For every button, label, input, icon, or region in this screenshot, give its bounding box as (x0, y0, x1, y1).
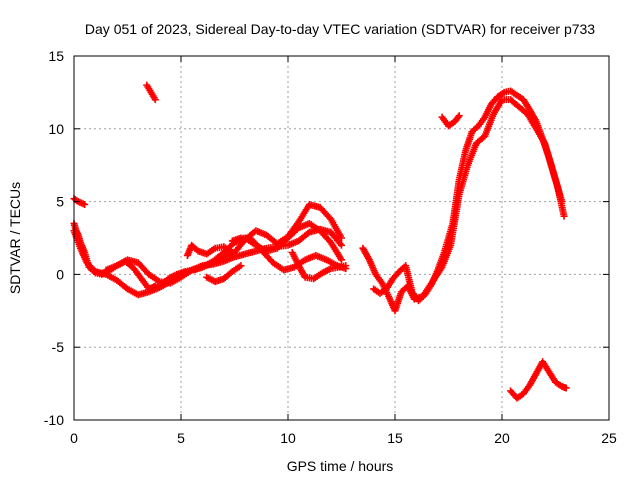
data-point (228, 249, 236, 257)
plot-frame (73, 55, 610, 421)
data-point (558, 198, 566, 206)
data-point (338, 241, 345, 249)
series-track-d (228, 234, 350, 274)
series-track-g (203, 262, 245, 286)
series-track-f (183, 241, 236, 259)
series-track-m (507, 358, 570, 402)
series-track-l (438, 112, 463, 130)
data-point (454, 113, 462, 121)
series-track-c (102, 225, 345, 287)
x-tick-label: 25 (601, 430, 617, 446)
y-tick-label: 0 (56, 266, 64, 282)
y-tick-label: -5 (52, 339, 65, 355)
y-axis-label: SDTVAR / TECUs (7, 182, 23, 294)
data-point (455, 112, 463, 120)
series-track-i (143, 81, 159, 104)
y-tick-label: 15 (48, 48, 64, 64)
series-track-k (370, 87, 566, 305)
x-tick-label: 5 (177, 430, 185, 446)
y-tick-label: -10 (44, 412, 64, 428)
x-tick-label: 20 (494, 430, 510, 446)
data-markers (70, 81, 570, 402)
data-point (560, 212, 568, 220)
y-tick-label: 10 (48, 121, 64, 137)
data-point (562, 384, 570, 392)
chart-title: Day 051 of 2023, Sidereal Day-to-day VTE… (85, 21, 595, 37)
y-tick-label: 5 (56, 194, 64, 210)
series-track-e (288, 249, 350, 283)
x-tick-label: 10 (280, 430, 296, 446)
data-point (237, 262, 245, 270)
x-axis-label: GPS time / hours (287, 458, 394, 474)
data-point (81, 201, 89, 209)
data-point (342, 262, 350, 270)
axis-ticks: 0 5 10 15 20 25 -10 -5 0 5 10 15 (44, 48, 617, 446)
data-point (151, 96, 159, 104)
x-tick-label: 15 (387, 430, 403, 446)
data-point (338, 256, 345, 264)
x-tick-label: 0 (70, 430, 78, 446)
